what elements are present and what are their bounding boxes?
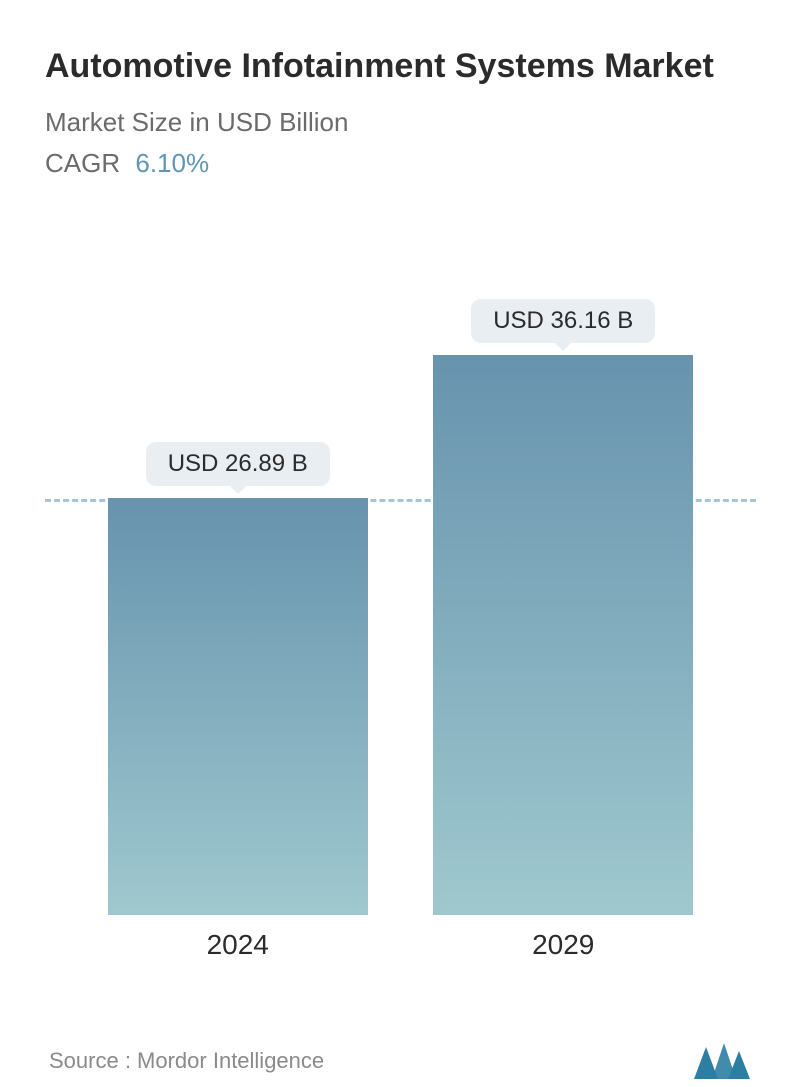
bar-1 xyxy=(433,355,693,915)
year-label-0: 2024 xyxy=(207,929,269,961)
cagr-row: CAGR 6.10% xyxy=(45,148,756,179)
year-label-1: 2029 xyxy=(532,929,594,961)
footer: Source : Mordor Intelligence xyxy=(45,1041,756,1087)
cagr-value: 6.10% xyxy=(135,148,209,178)
bar-group-1: USD 36.16 B 2029 xyxy=(433,299,693,961)
cagr-label: CAGR xyxy=(45,148,120,178)
chart-subtitle: Market Size in USD Billion xyxy=(45,107,756,138)
chart-title: Automotive Infotainment Systems Market xyxy=(45,45,756,89)
bar-group-0: USD 26.89 B 2024 xyxy=(108,442,368,960)
value-badge-0: USD 26.89 B xyxy=(146,442,330,486)
chart-area: USD 26.89 B 2024 USD 36.16 B 2029 xyxy=(45,219,756,1041)
source-text: Source : Mordor Intelligence xyxy=(49,1048,324,1074)
bar-0 xyxy=(108,498,368,914)
value-badge-1: USD 36.16 B xyxy=(471,299,655,343)
mordor-logo-icon xyxy=(692,1041,752,1081)
chart-container: Automotive Infotainment Systems Market M… xyxy=(0,0,796,1034)
